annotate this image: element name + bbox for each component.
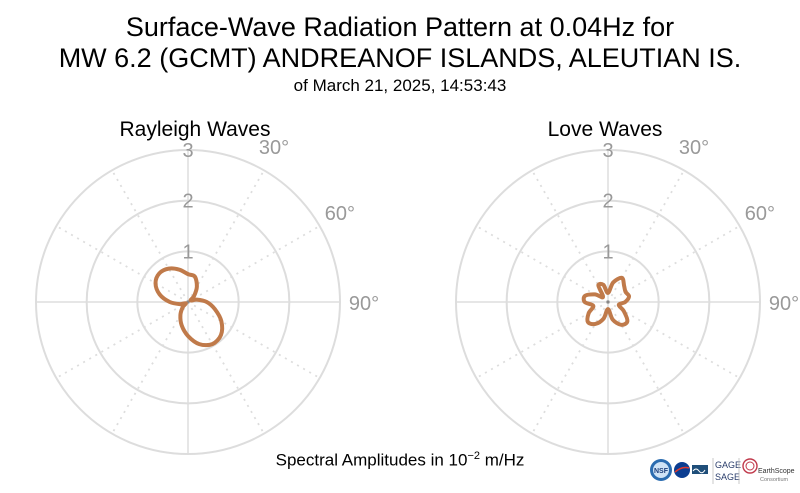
usgs-logo [692, 465, 708, 474]
rayleigh-spoke-30 [187, 169, 265, 303]
love-r-tick-3: 3 [602, 140, 613, 162]
love-center-dot [606, 300, 610, 304]
footer-unit: m/Hz [480, 450, 525, 470]
rayleigh-spoke-120 [187, 301, 321, 379]
rayleigh-r-tick-3: 3 [182, 140, 193, 162]
footer-base: 10 [448, 450, 468, 470]
love-polar-chart: 1 2 3 30° 60° 90° [455, 137, 799, 455]
chart-subtitle: of March 21, 2025, 14:53:43 [293, 76, 507, 95]
nasa-logo [674, 462, 690, 478]
love-spoke-240 [475, 301, 609, 379]
love-r-tick-1: 1 [602, 241, 613, 263]
rayleigh-spoke-330 [111, 169, 189, 303]
rayleigh-angle-tick-60: 60° [325, 203, 355, 225]
love-spoke-120 [607, 301, 741, 379]
footer-prefix: Spectral Amplitudes in [275, 450, 449, 470]
rayleigh-spoke-300 [55, 225, 189, 303]
footer-exponent: −2 [467, 450, 480, 462]
earthscope-text: EarthScope [758, 468, 795, 475]
love-pattern-line [581, 275, 632, 327]
love-spoke-150 [607, 301, 685, 435]
rayleigh-polar-chart: 1 2 3 30° 60° 90° [35, 137, 379, 455]
rayleigh-angle-tick-90: 90° [349, 293, 379, 315]
love-r-tick-2: 2 [602, 191, 613, 213]
rayleigh-spoke-150 [187, 301, 265, 435]
rayleigh-r-tick-1: 1 [182, 241, 193, 263]
love-angle-tick-60: 60° [745, 203, 775, 225]
consortium-text: Consortium [760, 477, 789, 483]
gage-text: GAGE [715, 460, 741, 470]
rayleigh-spoke-210 [111, 301, 189, 435]
sponsor-logos: NSF GAGE SAGE EarthScope Consortium [650, 458, 795, 484]
nsf-logo: NSF [650, 459, 672, 481]
love-angle-tick-90: 90° [769, 293, 799, 315]
love-angle-tick-30: 30° [679, 137, 709, 159]
amplitude-units-label: Spectral Amplitudes in 10−2 m/Hz [0, 450, 800, 471]
love-spoke-30 [607, 169, 685, 303]
love-spoke-300 [475, 225, 609, 303]
rayleigh-spoke-60 [187, 225, 321, 303]
rayleigh-angle-tick-30: 30° [259, 137, 289, 159]
rayleigh-spoke-240 [55, 301, 189, 379]
love-spoke-210 [531, 301, 609, 435]
rayleigh-pattern-line [153, 266, 225, 348]
rayleigh-panel-title: Rayleigh Waves [119, 118, 271, 141]
sage-text: SAGE [715, 472, 740, 482]
rayleigh-r-tick-2: 2 [182, 191, 193, 213]
love-spoke-60 [607, 225, 741, 303]
love-panel-title: Love Waves [547, 118, 663, 141]
chart-title-line2: MW 6.2 (GCMT) ANDREANOF ISLANDS, ALEUTIA… [58, 43, 742, 73]
earthscope-logo: EarthScope Consortium [742, 458, 795, 483]
chart-title-line1: Surface-Wave Radiation Pattern at 0.04Hz… [125, 12, 675, 42]
love-spoke-330 [531, 169, 609, 303]
nsf-text: NSF [654, 468, 669, 475]
